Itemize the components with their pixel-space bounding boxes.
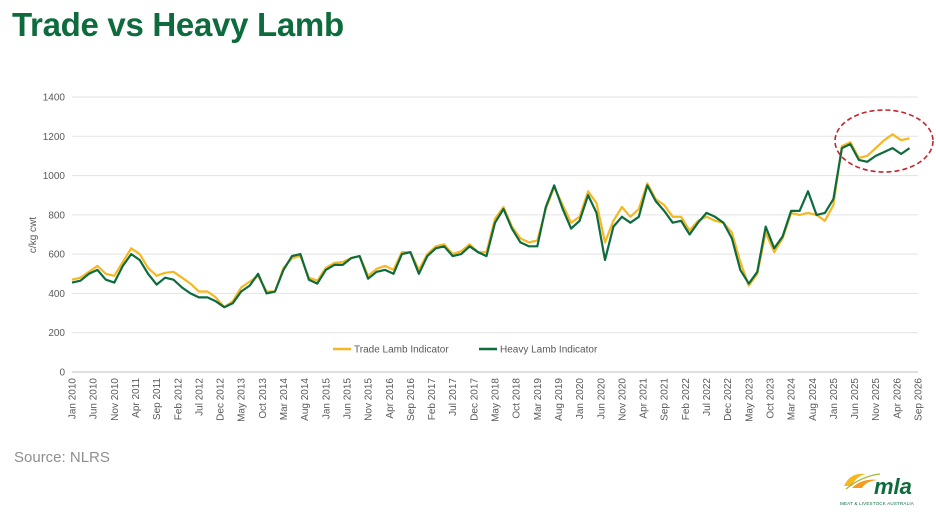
x-tick-label: Jul 2022: [702, 378, 713, 416]
x-tick-label: Jan 2025: [829, 378, 840, 420]
y-tick-label: 1400: [43, 93, 66, 104]
x-tick-label: Aug 2024: [808, 378, 819, 421]
logo-subtitle: MEAT & LIVESTOCK AUSTRALIA: [840, 501, 914, 506]
x-tick-label: Feb 2017: [427, 378, 438, 421]
chart-gridlines: [72, 96, 918, 373]
page-title: Trade vs Heavy Lamb: [12, 6, 344, 43]
x-tick-label: May 2018: [491, 378, 502, 422]
heavy-lamb-line: [71, 143, 911, 309]
source-note: Source: NLRS: [14, 449, 110, 466]
x-tick-label: Sep 2021: [660, 378, 671, 421]
x-tick-label: Oct 2018: [512, 378, 523, 419]
x-tick-label: Jan 2020: [575, 378, 586, 420]
mla-logo: mla MEAT & LIVESTOCK AUSTRALIA: [838, 468, 930, 512]
y-tick-label: 600: [48, 250, 65, 261]
x-tick-label: Oct 2013: [258, 378, 269, 419]
x-tick-label: Jun 2010: [89, 378, 100, 420]
x-tick-label: Nov 2015: [364, 378, 375, 421]
y-tick-label: 400: [48, 289, 65, 300]
chart-legend: Trade Lamb Indicator Heavy Lamb Indicato…: [333, 345, 598, 356]
x-tick-label: Nov 2020: [617, 378, 628, 421]
x-tick-label: Jan 2010: [68, 378, 79, 420]
x-tick-label: Nov 2010: [110, 378, 121, 421]
x-tick-label: May 2023: [744, 378, 755, 422]
x-tick-label: Sep 2026: [914, 378, 925, 421]
legend-heavy-label: Heavy Lamb Indicator: [500, 345, 598, 356]
x-tick-label: Dec 2012: [216, 378, 227, 421]
x-tick-label: Aug 2014: [300, 378, 311, 421]
x-tick-label: Apr 2026: [892, 378, 903, 419]
line-chart: 0 200 400 600 800 1000 1200 1400 Jan 2010 Jun 20…: [28, 93, 934, 422]
x-tick-label: Sep 2016: [406, 378, 417, 421]
x-tick-label: Apr 2021: [639, 378, 650, 419]
x-tick-label: Feb 2022: [681, 378, 692, 421]
y-axis-ticks: 0 200 400 600 800 1000 1200 1400: [43, 93, 66, 379]
trade-lamb-line: [71, 133, 910, 309]
x-tick-label: Mar 2019: [533, 378, 544, 421]
x-tick-label: Jul 2012: [194, 378, 205, 416]
x-tick-label: Nov 2025: [871, 378, 882, 421]
highlight-ellipse: [834, 109, 934, 173]
y-tick-label: 800: [48, 210, 65, 221]
x-tick-label: Jul 2017: [448, 378, 459, 416]
x-tick-label: Jun 2020: [596, 378, 607, 420]
x-tick-label: Aug 2019: [554, 378, 565, 421]
x-tick-label: Jan 2015: [321, 378, 332, 420]
y-axis-label: c/kg cwt: [28, 217, 39, 253]
y-tick-label: 200: [48, 328, 65, 339]
x-tick-label: Apr 2016: [385, 378, 396, 419]
x-tick-label: Oct 2023: [765, 378, 776, 419]
x-tick-label: Mar 2014: [279, 378, 290, 421]
chart-series: [71, 133, 911, 309]
y-tick-label: 1000: [43, 171, 66, 182]
legend-trade-label: Trade Lamb Indicator: [354, 345, 449, 356]
x-tick-label: Jun 2025: [850, 378, 861, 420]
x-axis-ticks: Jan 2010 Jun 2010 Nov 2010 Apr 2011 Sep 2011…: [68, 378, 925, 422]
sunrise-icon: [844, 473, 880, 490]
y-tick-label: 0: [59, 368, 65, 379]
x-tick-label: May 2013: [237, 378, 248, 422]
x-tick-label: Sep 2011: [152, 378, 163, 421]
x-tick-label: Jun 2015: [342, 378, 353, 420]
logo-word: mla: [874, 474, 912, 499]
x-tick-label: Apr 2011: [131, 378, 142, 418]
x-tick-label: Feb 2012: [173, 378, 184, 421]
x-tick-label: Dec 2017: [469, 378, 480, 421]
x-tick-label: Dec 2022: [723, 378, 734, 421]
y-tick-label: 1200: [43, 132, 66, 143]
x-tick-label: Mar 2024: [787, 378, 798, 421]
